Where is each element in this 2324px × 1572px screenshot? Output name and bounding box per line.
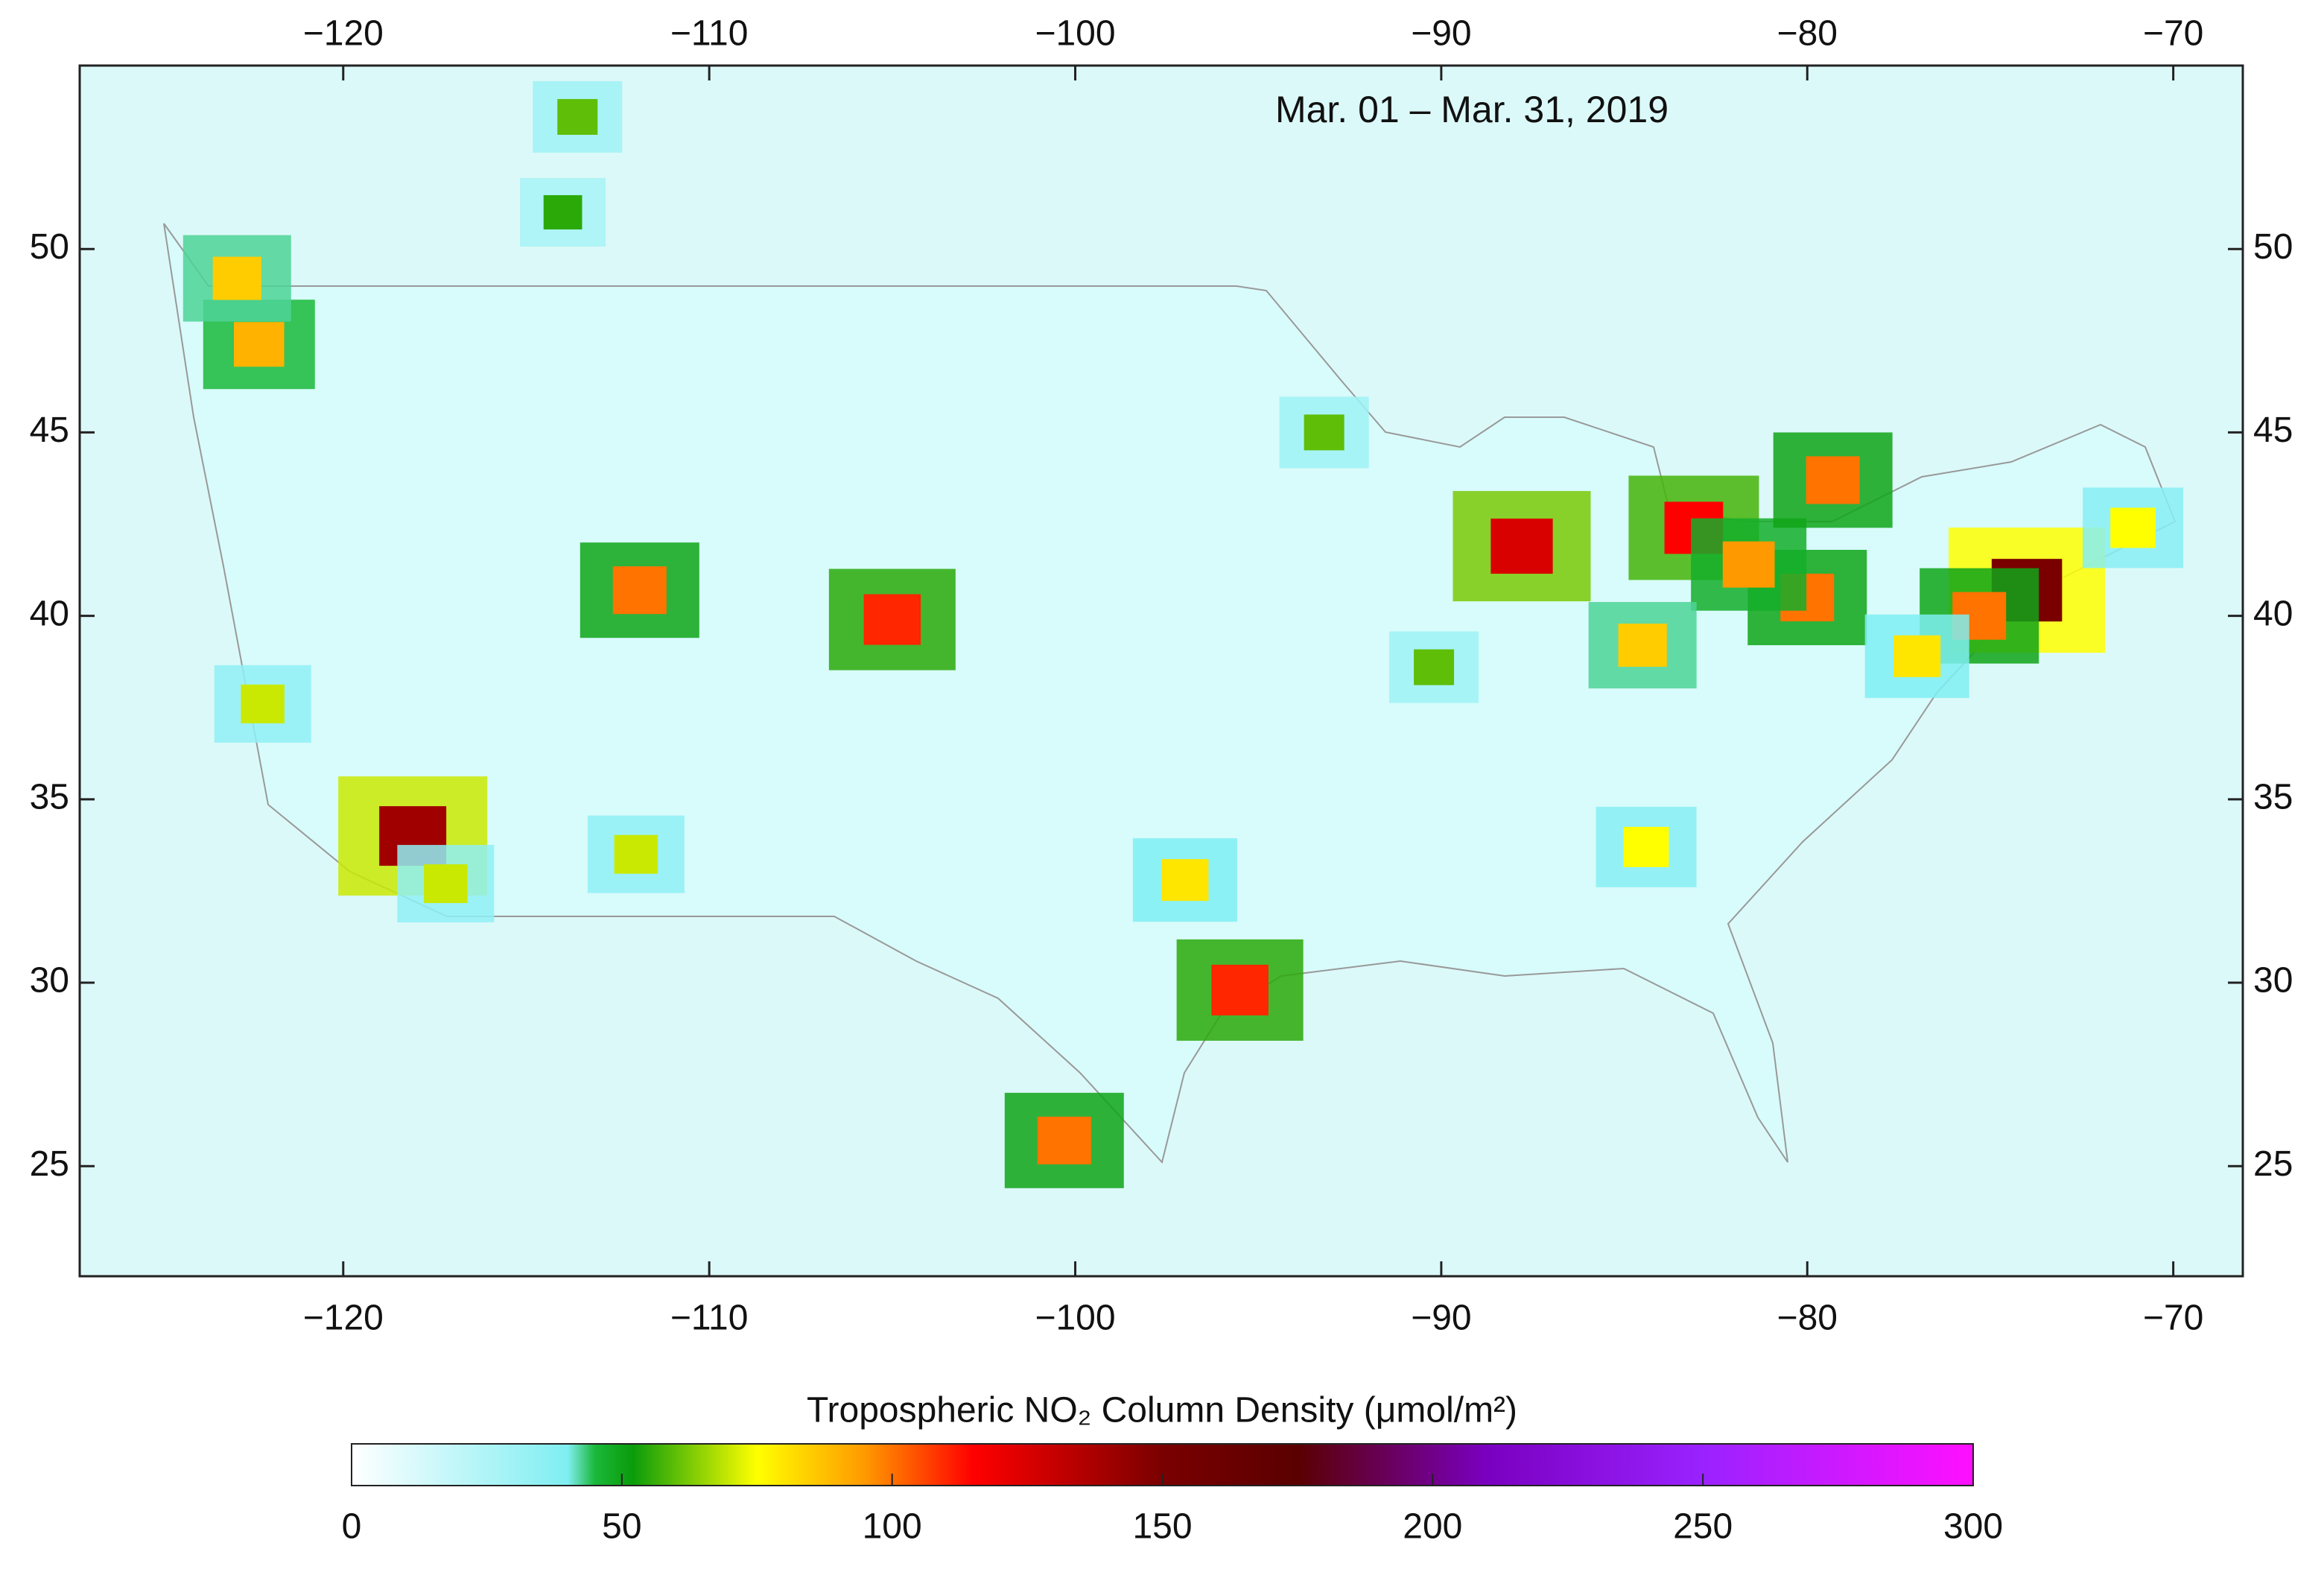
y-tick-label: 25 bbox=[30, 1144, 69, 1184]
y-tick-label: 30 bbox=[30, 961, 69, 1001]
x-tick-label: −90 bbox=[1411, 1299, 1471, 1338]
hotspot-core bbox=[424, 864, 468, 904]
hotspot-core bbox=[1806, 456, 1860, 504]
y-tick-label: 30 bbox=[2253, 961, 2293, 1001]
hotspot-core bbox=[1304, 414, 1344, 451]
hotspot-core bbox=[1893, 635, 1941, 677]
y-tick-label: 40 bbox=[30, 594, 69, 633]
date-label: Mar. 01 – Mar. 31, 2019 bbox=[1275, 89, 1669, 130]
x-tick-label: −80 bbox=[1777, 1299, 1838, 1338]
hotspot-core bbox=[1037, 1116, 1091, 1164]
hotspot-core bbox=[1618, 624, 1667, 668]
y-tick-label: 25 bbox=[2253, 1144, 2293, 1184]
x-tick-label: −90 bbox=[1411, 14, 1471, 54]
x-tick-label: −120 bbox=[303, 1299, 384, 1338]
us-outline bbox=[163, 223, 2177, 1164]
x-tick-label: −80 bbox=[1777, 14, 1838, 54]
x-tick-label: −110 bbox=[670, 1299, 749, 1338]
y-tick-label: 35 bbox=[30, 778, 69, 817]
hotspot-core bbox=[1414, 649, 1455, 685]
hotspot-core bbox=[1211, 964, 1269, 1015]
hotspot-core bbox=[1722, 541, 1775, 588]
hotspot-core bbox=[234, 322, 285, 367]
x-tick-label: −110 bbox=[670, 14, 749, 54]
hotspot-core bbox=[557, 98, 598, 135]
y-tick-label: 40 bbox=[2253, 594, 2293, 633]
hotspot-core bbox=[2110, 507, 2156, 548]
hotspot-core bbox=[1623, 826, 1669, 867]
y-tick-label: 45 bbox=[2253, 411, 2293, 450]
hotspot-core bbox=[1161, 859, 1209, 901]
hotspot-core bbox=[614, 834, 658, 874]
x-tick-label: −120 bbox=[303, 14, 384, 54]
hotspot-core bbox=[241, 684, 285, 723]
colorbar-tick-label: 300 bbox=[1943, 1507, 2003, 1547]
x-tick-label: −70 bbox=[2143, 14, 2203, 54]
x-tick-label: −70 bbox=[2143, 1299, 2203, 1338]
y-tick-label: 45 bbox=[30, 411, 69, 450]
colorbar-title: Tropospheric NO₂ Column Density (μmol/m²… bbox=[807, 1391, 1517, 1430]
colorbar-tick-label: 250 bbox=[1673, 1507, 1733, 1547]
x-tick-label: −100 bbox=[1035, 14, 1115, 54]
x-tick-label: −100 bbox=[1035, 1299, 1115, 1338]
hotspot-core bbox=[543, 194, 582, 229]
hotspot-core bbox=[212, 256, 261, 300]
y-tick-label: 35 bbox=[2253, 778, 2293, 817]
hotspot-core bbox=[863, 594, 921, 645]
colorbar-tick-label: 200 bbox=[1403, 1507, 1462, 1547]
y-tick-label: 50 bbox=[2253, 227, 2293, 267]
y-tick-label: 50 bbox=[30, 227, 69, 267]
hotspot-core bbox=[612, 566, 667, 615]
colorbar-tick-label: 150 bbox=[1132, 1507, 1192, 1547]
colorbar-tick-label: 100 bbox=[863, 1507, 922, 1547]
map-frame bbox=[78, 64, 2244, 1278]
colorbar-tick-label: 0 bbox=[342, 1507, 362, 1547]
colorbar-tick-label: 50 bbox=[602, 1507, 641, 1547]
hotspot-core bbox=[1490, 519, 1553, 574]
